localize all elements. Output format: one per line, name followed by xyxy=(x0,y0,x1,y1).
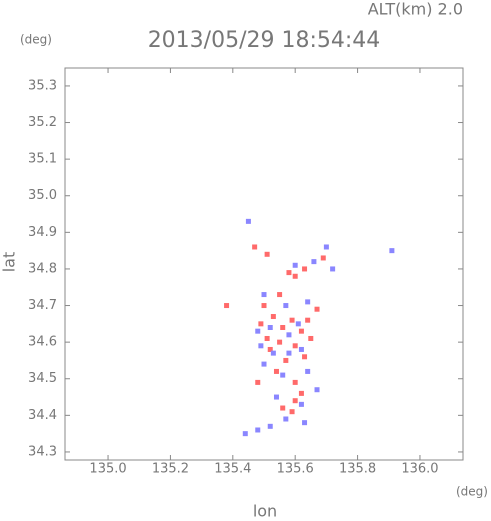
data-point xyxy=(255,379,261,385)
data-point xyxy=(323,244,329,250)
data-point xyxy=(389,248,395,254)
data-point xyxy=(264,251,270,257)
data-point xyxy=(261,292,267,298)
data-point xyxy=(258,321,264,327)
data-point xyxy=(295,321,301,327)
data-point xyxy=(292,273,298,279)
data-point xyxy=(267,325,273,331)
altitude-label: ALT(km) 2.0 xyxy=(368,0,463,19)
data-point xyxy=(292,343,298,349)
data-point xyxy=(292,398,298,404)
x-tick-label: 135.8 xyxy=(339,462,376,477)
data-point xyxy=(302,354,308,360)
x-tick-label: 135.0 xyxy=(89,462,126,477)
data-point xyxy=(308,335,314,341)
x-unit: (deg) xyxy=(456,485,488,499)
data-point xyxy=(286,270,292,276)
data-point xyxy=(289,317,295,323)
data-point xyxy=(252,244,258,250)
data-point xyxy=(273,368,279,374)
y-tick-label: 34.9 xyxy=(28,225,57,240)
data-point xyxy=(258,343,264,349)
y-tick-label: 34.5 xyxy=(28,371,57,386)
data-point xyxy=(277,292,283,298)
x-axis-label: lon xyxy=(253,502,277,521)
x-tick-label: 135.4 xyxy=(214,462,251,477)
data-point xyxy=(305,317,311,323)
y-tick-label: 34.8 xyxy=(28,261,57,276)
data-point xyxy=(302,266,308,272)
x-tick-label: 135.6 xyxy=(277,462,314,477)
data-point xyxy=(286,350,292,356)
data-point xyxy=(280,325,286,331)
y-tick-label: 35.3 xyxy=(28,78,57,93)
y-axis-label: lat xyxy=(0,252,19,273)
data-point xyxy=(298,401,304,407)
x-tick-label: 136.0 xyxy=(401,462,438,477)
data-point xyxy=(224,303,230,309)
data-point xyxy=(283,357,289,363)
data-point xyxy=(283,303,289,309)
data-point xyxy=(283,416,289,422)
data-point xyxy=(267,346,273,352)
data-point xyxy=(314,387,320,393)
data-point xyxy=(302,420,308,426)
data-point xyxy=(245,218,251,224)
data-point xyxy=(255,328,261,334)
data-point xyxy=(264,335,270,341)
data-point xyxy=(255,427,261,433)
data-point xyxy=(289,409,295,415)
data-point xyxy=(267,423,273,429)
data-point xyxy=(311,259,317,265)
data-point xyxy=(280,405,286,411)
data-point xyxy=(298,390,304,396)
y-tick-label: 34.7 xyxy=(28,298,57,313)
y-tick-label: 34.6 xyxy=(28,335,57,350)
data-point xyxy=(320,255,326,261)
data-point xyxy=(298,346,304,352)
data-point xyxy=(330,266,336,272)
data-point xyxy=(261,361,267,367)
data-point xyxy=(305,368,311,374)
y-tick-label: 35.2 xyxy=(28,115,57,130)
data-point xyxy=(286,332,292,338)
plot-frame xyxy=(64,67,464,461)
data-point xyxy=(277,339,283,345)
data-point xyxy=(292,379,298,385)
data-point xyxy=(314,306,320,312)
data-point xyxy=(305,299,311,305)
y-unit: (deg) xyxy=(20,33,52,47)
y-tick-label: 34.3 xyxy=(28,444,57,459)
data-point xyxy=(270,350,276,356)
x-tick-label: 135.2 xyxy=(152,462,189,477)
data-point xyxy=(242,431,248,437)
data-point xyxy=(273,394,279,400)
y-tick-label: 35.0 xyxy=(28,188,57,203)
data-point xyxy=(280,372,286,378)
y-tick-label: 34.4 xyxy=(28,408,57,423)
data-point xyxy=(261,303,267,309)
chart-title: 2013/05/29 18:54:44 xyxy=(148,28,381,53)
data-point xyxy=(298,328,304,334)
data-point xyxy=(270,314,276,320)
y-tick-label: 35.1 xyxy=(28,152,57,167)
data-point xyxy=(292,262,298,268)
